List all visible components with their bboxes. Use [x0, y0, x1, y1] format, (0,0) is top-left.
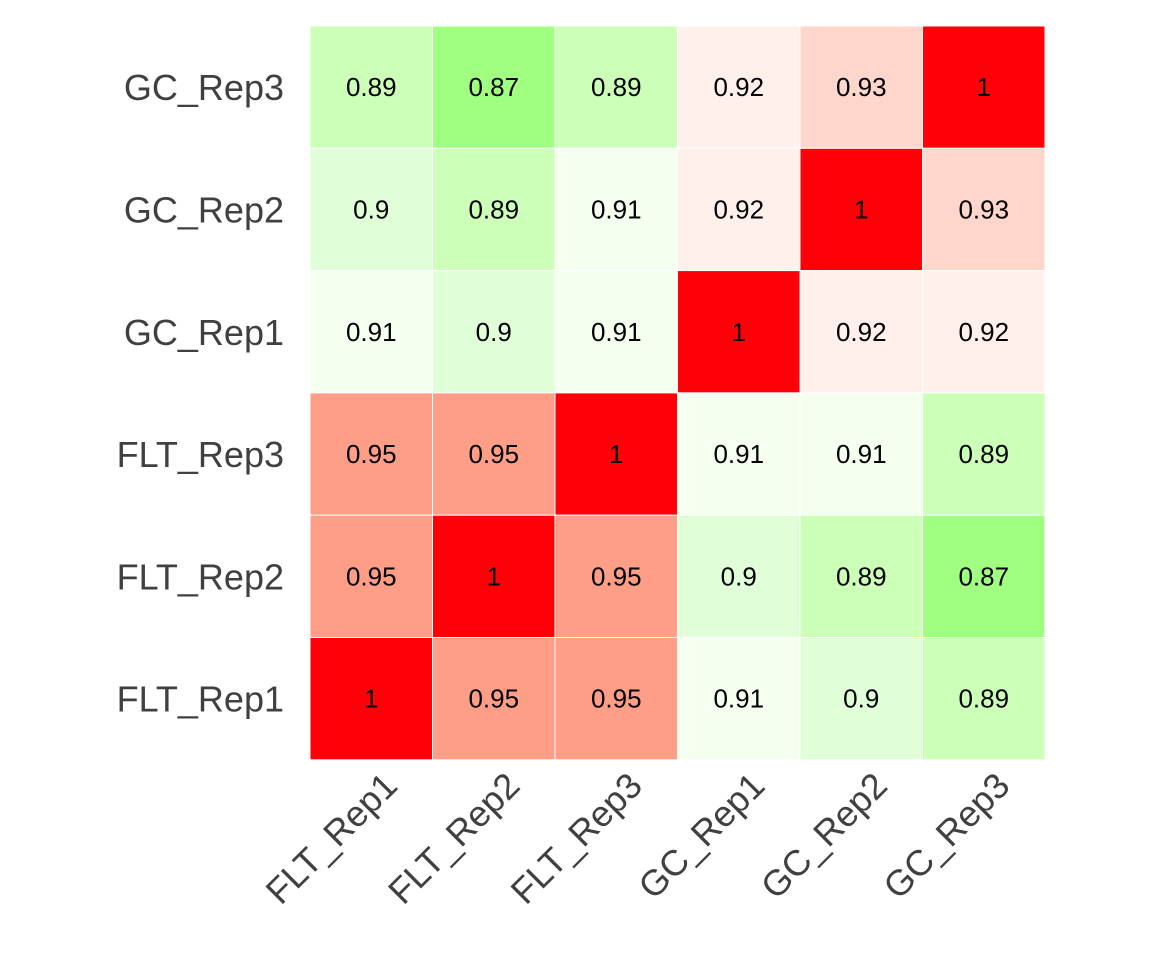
heatmap-cell: [799, 514, 923, 639]
heatmap-cell: [432, 270, 556, 394]
heatmap-cell: [554, 270, 678, 394]
cell-value-label: 1: [732, 317, 746, 347]
cell-value-label: 0.92: [836, 317, 887, 347]
y-tick-label: GC_Rep1: [124, 312, 284, 353]
heatmap-cell: [922, 514, 1046, 639]
heatmap-cell: [309, 270, 433, 394]
cell-value-label: 1: [854, 194, 868, 224]
cell-value-label: 0.89: [346, 72, 397, 102]
y-tick-label: GC_Rep3: [124, 67, 284, 108]
x-tick-label: FLT_Rep3: [503, 764, 650, 911]
heatmap-cell: [432, 392, 556, 516]
y-tick-label: FLT_Rep1: [117, 679, 284, 720]
y-tick-label: FLT_Rep3: [117, 434, 284, 475]
cell-value-label: 0.9: [353, 194, 389, 224]
cell-value-label: 0.91: [346, 317, 397, 347]
heatmap-cell: [432, 25, 556, 149]
cell-value-label: 0.92: [713, 72, 764, 102]
heatmap-cell: [309, 514, 433, 639]
x-tick-label: FLT_Rep1: [258, 764, 405, 911]
cell-value-label: 0.95: [468, 684, 519, 714]
x-tick-label: GC_Rep3: [875, 764, 1017, 906]
cell-value-label: 0.91: [713, 684, 764, 714]
cell-value-label: 0.91: [713, 439, 764, 469]
heatmap-cell: [922, 637, 1046, 761]
heatmap-cell: [922, 25, 1046, 149]
cell-value-label: 0.95: [591, 561, 642, 591]
heatmap-cell: [799, 637, 923, 761]
cell-value-label: 0.92: [958, 317, 1009, 347]
heatmap-cell: [677, 637, 801, 761]
cell-value-label: 0.89: [591, 72, 642, 102]
heatmap-cell: [677, 392, 801, 516]
x-tick-label: GC_Rep2: [753, 764, 895, 906]
heatmap-cell: [677, 514, 801, 639]
heatmap-cells: 0.89 0.87 0.89 0.92 0.93 10.9 0.89 0.91 0.92 1 0.9…: [309, 25, 1046, 761]
heatmap-cell: [677, 25, 801, 149]
heatmap-cell: [309, 25, 433, 149]
y-axis-labels: GC_Rep3 GC_Rep2 GC_Rep1 FLT_Rep3 FLT_Rep2 FLT…: [117, 67, 284, 720]
cell-value-label: 0.93: [836, 72, 887, 102]
heatmap-cell: [554, 514, 678, 639]
y-tick-label: GC_Rep2: [124, 189, 284, 230]
y-tick-label: FLT_Rep2: [117, 556, 284, 597]
cell-value-label: 1: [977, 72, 991, 102]
heatmap-cell: [309, 392, 433, 516]
cell-value-label: 0.91: [836, 439, 887, 469]
heatmap-cell: [922, 147, 1046, 272]
heatmap-cell: [799, 392, 923, 516]
cell-value-label: 0.9: [843, 684, 879, 714]
cell-value-label: 0.91: [591, 194, 642, 224]
cell-value-label: 0.95: [591, 684, 642, 714]
cell-value-label: 0.89: [958, 439, 1009, 469]
heatmap-cell: [677, 270, 801, 394]
cell-value-label: 0.93: [958, 194, 1009, 224]
cell-value-label: 0.95: [346, 439, 397, 469]
cell-value-label: 0.89: [468, 194, 519, 224]
cell-value-label: 0.95: [346, 561, 397, 591]
cell-value-label: 0.89: [958, 684, 1009, 714]
cell-value-label: 0.89: [836, 561, 887, 591]
heatmap-cell: [922, 392, 1046, 516]
cell-value-label: 0.9: [476, 317, 512, 347]
heatmap-cell: [309, 637, 433, 761]
x-tick-label: GC_Rep1: [630, 764, 772, 906]
heatmap-cell: [799, 25, 923, 149]
heatmap-cell: [432, 147, 556, 272]
cell-value-label: 1: [609, 439, 623, 469]
cell-value-label: 0.87: [468, 72, 519, 102]
heatmap-cell: [799, 270, 923, 394]
cell-value-label: 1: [487, 561, 501, 591]
cell-value-label: 0.87: [958, 561, 1009, 591]
cell-value-label: 1: [364, 684, 378, 714]
x-axis-labels: FLT_Rep1FLT_Rep2FLT_Rep3GC_Rep1GC_Rep2GC…: [258, 764, 1018, 911]
heatmap-cell: [554, 392, 678, 516]
cell-value-label: 0.95: [468, 439, 519, 469]
x-tick-label: FLT_Rep2: [380, 764, 527, 911]
heatmap-cell: [677, 147, 801, 272]
heatmap-cell: [554, 25, 678, 149]
cell-value-label: 0.9: [721, 561, 757, 591]
cell-value-label: 0.91: [591, 317, 642, 347]
cell-value-label: 0.92: [713, 194, 764, 224]
heatmap-cell: [922, 270, 1046, 394]
